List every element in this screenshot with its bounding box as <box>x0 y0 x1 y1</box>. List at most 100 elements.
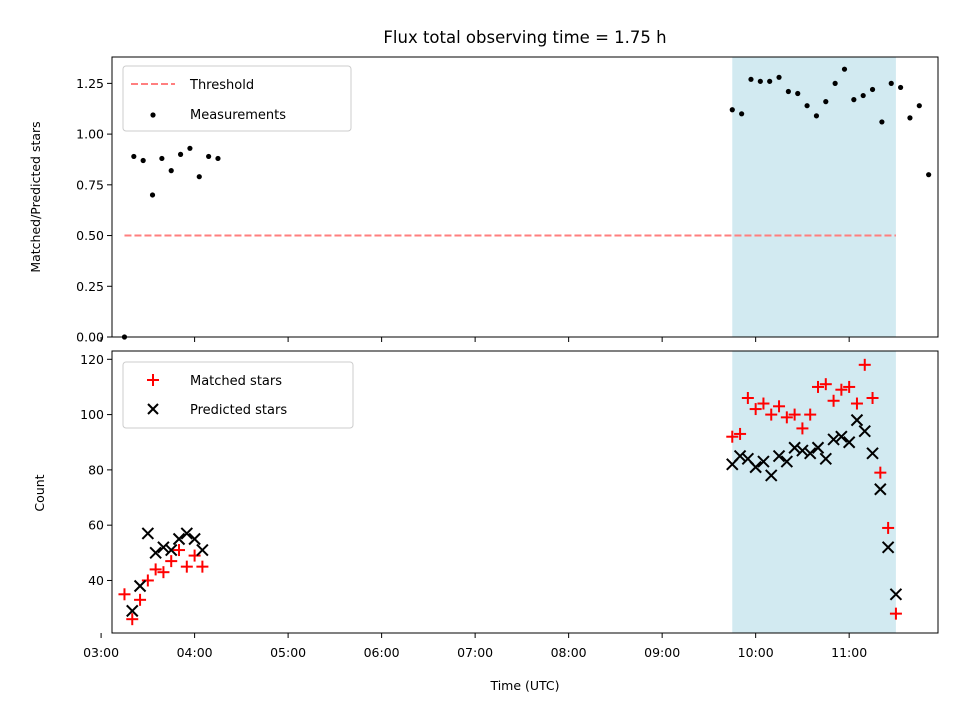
legend-threshold-label: Threshold <box>189 78 254 93</box>
measurement-point <box>729 107 735 113</box>
x-tick-label: 05:00 <box>270 645 306 660</box>
measurement-point <box>187 145 193 151</box>
measurement-point <box>795 90 801 97</box>
predicted-star-point <box>188 532 201 546</box>
matched-star-point <box>165 555 178 568</box>
matched-star-point <box>149 563 162 576</box>
x-tick-label: 09:00 <box>644 645 680 660</box>
bottom-y-axis-label: Count <box>32 474 47 511</box>
predicted-star-point <box>149 546 162 560</box>
measurement-point <box>776 74 782 80</box>
matched-star-point <box>773 400 786 413</box>
bottom-x-axis: 03:00 04:00 05:00 06:00 07:00 08:00 09:00 10:00… <box>83 633 867 660</box>
predicted-star-point <box>889 588 903 601</box>
matched-star-point <box>196 560 209 573</box>
predicted-star-point <box>835 430 848 443</box>
matched-star-point <box>874 466 887 479</box>
measurement-point <box>832 80 838 86</box>
measurement-point <box>159 155 165 162</box>
matched-star-point <box>157 566 170 579</box>
predicted-star-point <box>788 441 801 454</box>
y-tick-label: 0.00 <box>76 330 104 345</box>
predicted-star-point <box>133 579 147 593</box>
matched-star-point <box>827 394 840 407</box>
top-y-axis-label: Matched/Predicted stars <box>28 121 43 272</box>
y-tick-label: 100 <box>80 407 104 422</box>
predicted-star-point <box>850 413 864 427</box>
measurement-point <box>916 103 922 109</box>
predicted-star-point <box>866 447 879 460</box>
bottom-axes-frame <box>111 350 939 634</box>
top-axes-frame <box>111 56 939 338</box>
y-tick-label: 0.75 <box>76 177 104 192</box>
measurement-point <box>879 119 885 125</box>
y-tick-label: 120 <box>80 352 104 367</box>
matched-star-point <box>126 613 139 626</box>
x-tick-label: 11:00 <box>831 645 867 660</box>
measurement-point <box>785 88 791 95</box>
top-shaded-region <box>732 57 896 337</box>
y-tick-label: 40 <box>88 573 104 588</box>
predicted-star-point <box>881 541 895 554</box>
measurement-point <box>926 172 932 178</box>
measurement-point <box>907 115 913 121</box>
matched-star-point <box>843 380 856 393</box>
measurement-point <box>804 103 810 109</box>
measurement-point <box>131 153 137 160</box>
predicted-star-point <box>772 449 786 463</box>
measurement-point <box>757 78 763 84</box>
predicted-star-point <box>827 433 840 446</box>
predicted-star-point <box>874 483 887 496</box>
predicted-star-point <box>157 541 170 554</box>
measurement-point <box>813 113 820 119</box>
legend-matched-swatch <box>147 374 159 386</box>
predicted-star-point <box>842 436 856 449</box>
matched-star-point <box>811 380 824 393</box>
y-tick-label: 0.25 <box>76 279 104 294</box>
predicted-star-point <box>765 469 778 482</box>
matched-star-point <box>819 378 832 391</box>
measurement-point <box>860 92 866 99</box>
bottom-series <box>118 358 903 626</box>
matched-star-point <box>118 588 131 601</box>
x-tick-label: 06:00 <box>364 645 400 660</box>
matched-star-point <box>749 403 762 416</box>
measurement-point <box>215 155 221 162</box>
predicted-star-point <box>803 447 817 460</box>
matched-star-point <box>134 593 147 606</box>
bottom-y-axis: 40 60 80 100 120 <box>80 352 112 588</box>
predicted-star-point <box>749 460 762 474</box>
matched-star-point <box>180 560 193 573</box>
measurement-point <box>206 153 212 160</box>
matched-star-point <box>850 397 863 410</box>
predicted-star-point <box>172 532 186 546</box>
matched-star-point <box>734 427 747 440</box>
matched-star-point <box>882 521 895 534</box>
predicted-star-point <box>126 604 139 618</box>
x-tick-label: 08:00 <box>551 645 587 660</box>
matched-star-point <box>757 397 770 410</box>
chart-title: Flux total observing time = 1.75 h <box>383 28 666 47</box>
matched-star-point <box>889 607 902 620</box>
x-tick-label: 10:00 <box>738 645 774 660</box>
legend-measurements-swatch <box>150 112 156 118</box>
x-tick-label: 07:00 <box>457 645 493 660</box>
legend-measurements-label: Measurements <box>190 108 286 123</box>
legend-predicted-swatch <box>147 403 159 415</box>
x-tick-label: 04:00 <box>177 645 213 660</box>
measurement-point <box>767 78 773 84</box>
predicted-star-point <box>165 543 178 557</box>
measurement-point <box>888 80 894 86</box>
matched-star-point <box>804 408 817 421</box>
bottom-panel: 40 60 80 100 120 03:00 04:00 05:00 06:00 07:00 08… <box>32 350 939 693</box>
top-legend-box <box>122 65 352 132</box>
matched-star-point <box>780 411 793 424</box>
legend-matched-label: Matched stars <box>190 374 282 389</box>
top-x-axis <box>100 337 850 342</box>
x-axis-label: Time (UTC) <box>489 678 559 693</box>
legend-predicted-label: Predicted stars <box>190 403 287 418</box>
y-tick-label: 80 <box>88 462 104 477</box>
measurement-point <box>851 97 857 103</box>
predicted-star-point <box>780 455 794 468</box>
